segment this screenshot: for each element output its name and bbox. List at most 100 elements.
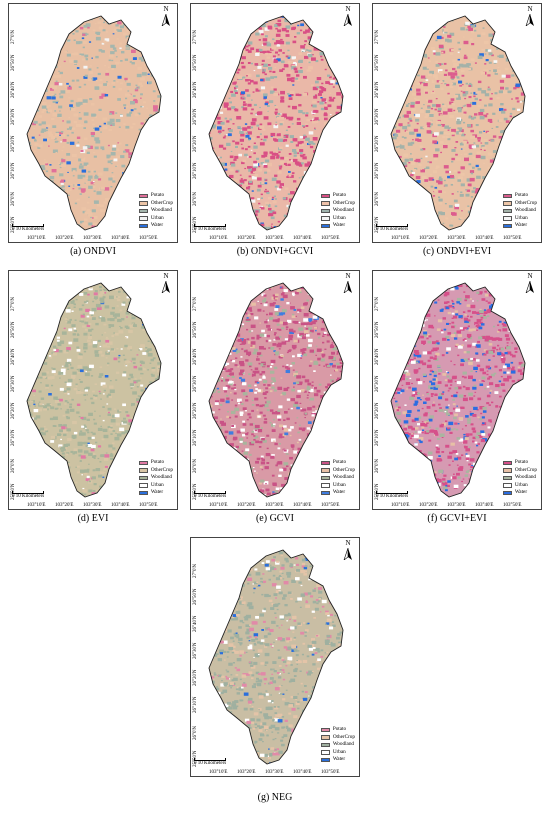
landcover-pixel <box>128 26 131 28</box>
landcover-pixel <box>90 216 92 219</box>
landcover-pixel <box>156 306 159 308</box>
landcover-pixel <box>212 124 217 127</box>
landcover-pixel <box>224 117 228 120</box>
landcover-pixel <box>93 130 98 133</box>
landcover-pixel <box>77 184 81 186</box>
landcover-pixel <box>114 436 120 441</box>
landcover-pixel <box>150 455 154 457</box>
landcover-pixel <box>317 119 320 121</box>
landcover-pixel <box>50 406 55 410</box>
landcover-pixel <box>314 158 318 161</box>
landcover-pixel <box>229 202 234 206</box>
landcover-pixel <box>308 227 313 230</box>
landcover-pixel <box>56 41 60 45</box>
landcover-pixel <box>516 133 522 137</box>
landcover-pixel <box>299 29 303 32</box>
landcover-pixel <box>482 204 486 207</box>
landcover-pixel <box>321 295 326 299</box>
landcover-pixel <box>209 190 212 192</box>
landcover-pixel <box>285 34 290 37</box>
landcover-pixel <box>226 484 231 488</box>
landcover-pixel <box>53 189 57 192</box>
landcover-pixel <box>39 179 42 181</box>
landcover-pixel <box>150 358 154 362</box>
landcover-pixel <box>46 295 50 298</box>
landcover-pixel <box>266 191 270 195</box>
longitude-label: 103°40'E <box>475 236 494 241</box>
landcover-pixel <box>447 34 452 38</box>
landcover-pixel <box>225 58 230 62</box>
landcover-pixel <box>473 91 478 95</box>
landcover-pixel <box>123 32 128 36</box>
landcover-pixel <box>494 166 498 170</box>
landcover-pixel <box>521 59 524 62</box>
landcover-pixel <box>494 231 496 233</box>
landcover-pixel <box>437 69 443 73</box>
landcover-pixel <box>464 157 469 162</box>
landcover-pixel <box>497 56 499 58</box>
latitude-label: 26°10'N <box>11 162 16 179</box>
landcover-pixel <box>70 22 73 25</box>
landcover-pixel <box>82 58 86 61</box>
landcover-pixel <box>53 75 58 78</box>
landcover-pixel <box>52 56 54 58</box>
landcover-pixel <box>31 136 35 139</box>
landcover-pixel <box>161 78 164 80</box>
landcover-pixel <box>225 75 228 78</box>
landcover-pixel <box>209 434 213 437</box>
boundary-outline <box>26 282 162 498</box>
landcover-pixel <box>393 36 398 40</box>
landcover-pixel <box>495 69 501 74</box>
landcover-pixel <box>81 416 87 421</box>
landcover-pixel <box>149 56 152 58</box>
landcover-pixel <box>231 65 235 69</box>
landcover-pixel <box>76 471 80 474</box>
landcover-pixel <box>40 397 45 400</box>
landcover-pixel <box>455 141 459 143</box>
landcover-pixel <box>102 419 105 422</box>
landcover-pixel <box>283 157 289 161</box>
landcover-pixel <box>33 51 36 54</box>
landcover-pixel <box>126 316 128 318</box>
landcover-pixel <box>416 52 421 55</box>
landcover-pixel <box>253 145 258 149</box>
landcover-pixel <box>91 134 95 138</box>
landcover-pixel <box>322 431 327 435</box>
landcover-pixel <box>330 138 332 140</box>
landcover-pixel <box>52 187 55 190</box>
landcover-pixel <box>123 150 126 153</box>
landcover-pixel <box>240 178 243 180</box>
legend-label: OtherCrop <box>150 466 173 473</box>
landcover-pixel <box>149 405 155 410</box>
landcover-pixel <box>136 36 139 39</box>
landcover-pixel <box>297 389 301 393</box>
landcover-pixel <box>266 169 271 172</box>
landcover-pixel <box>163 49 167 52</box>
landcover-pixel <box>161 334 165 337</box>
landcover-pixel <box>27 426 31 430</box>
landcover-pixel <box>233 45 238 49</box>
landcover-pixel <box>274 205 278 208</box>
landcover-pixel <box>319 287 325 292</box>
landcover-pixel <box>409 64 414 67</box>
landcover-pixel <box>314 120 319 123</box>
landcover-pixel <box>315 183 320 186</box>
landcover-pixel <box>411 16 415 18</box>
landcover-pixel <box>37 205 41 208</box>
landcover-pixel <box>503 35 506 37</box>
landcover-pixel <box>239 413 243 416</box>
landcover-pixel <box>80 149 84 152</box>
landcover-pixel <box>116 347 119 350</box>
landcover-pixel <box>264 190 267 193</box>
legend-item: Urban <box>502 215 537 223</box>
landcover-pixel <box>410 141 415 145</box>
landcover-pixel <box>448 94 450 96</box>
landcover-pixel <box>337 62 342 66</box>
landcover-pixel <box>140 428 144 431</box>
landcover-pixel <box>209 29 213 33</box>
landcover-pixel <box>53 193 56 196</box>
landcover-pixel <box>91 317 96 320</box>
landcover-pixel <box>91 119 95 121</box>
landcover-pixel <box>57 463 63 467</box>
landcover-pixel <box>83 350 87 353</box>
